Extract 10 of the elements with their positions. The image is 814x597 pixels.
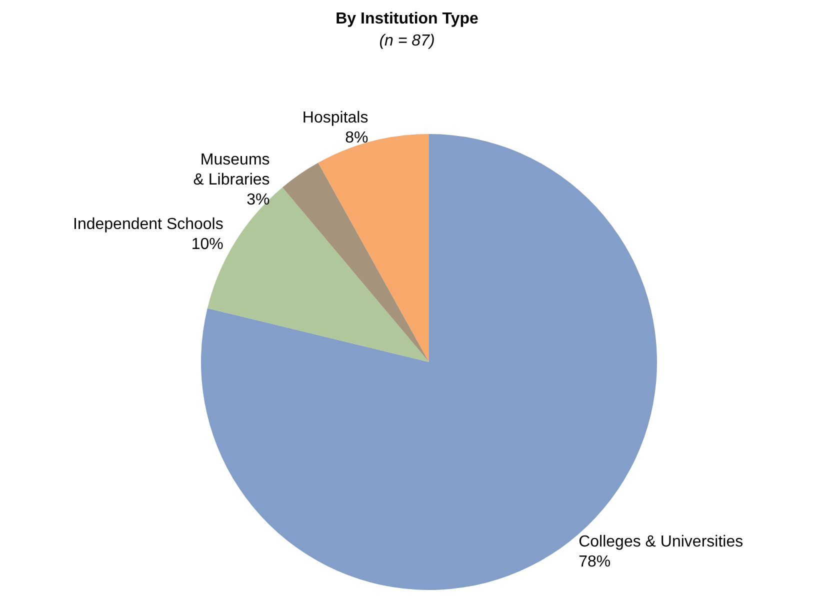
slice-label: Independent Schools bbox=[73, 216, 224, 233]
data-label: 10% bbox=[191, 236, 224, 253]
data-label: 3% bbox=[246, 191, 270, 208]
chart-title: By Institution Type bbox=[336, 10, 479, 28]
chart-subtitle: (n = 87) bbox=[379, 32, 435, 50]
slice-label: Hospitals bbox=[302, 109, 368, 126]
slice-label: Colleges & Universities bbox=[578, 534, 744, 551]
data-label: 8% bbox=[345, 129, 368, 146]
slice-label: Museums & Libraries bbox=[193, 151, 270, 188]
data-label: 78% bbox=[578, 554, 611, 571]
